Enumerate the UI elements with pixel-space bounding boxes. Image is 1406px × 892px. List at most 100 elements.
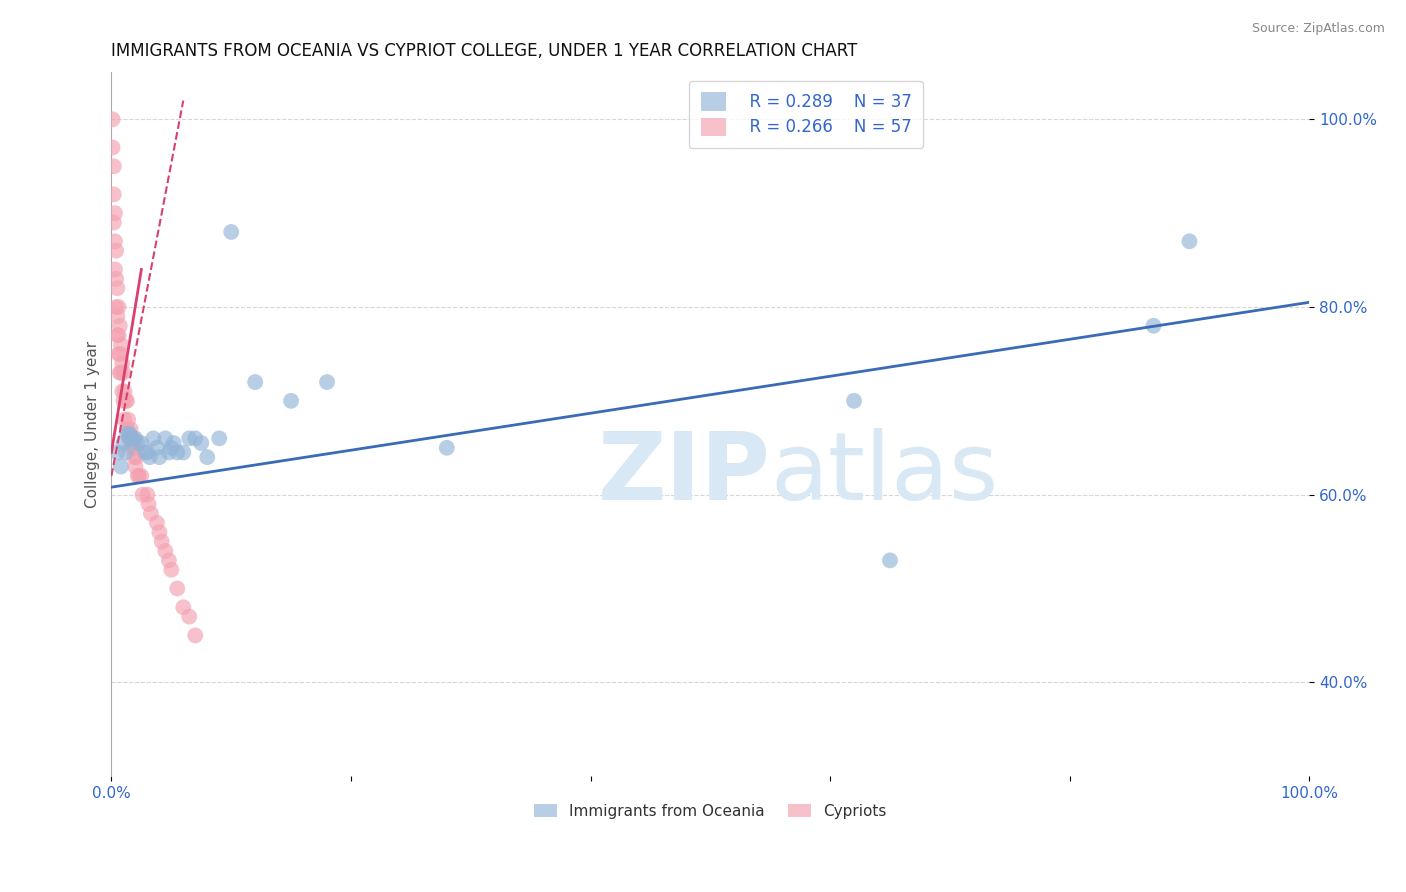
Point [107, 328, 129, 343]
Y-axis label: College, Under 1 year: College, Under 1 year [86, 341, 100, 508]
Point [134, 445, 156, 459]
Point [111, 384, 134, 399]
Point [115, 393, 138, 408]
Point [879, 553, 901, 567]
Text: ZIP: ZIP [598, 427, 770, 519]
Point [142, 431, 165, 445]
Point [148, 525, 170, 540]
Point [155, 544, 177, 558]
Point [117, 412, 139, 426]
Point [111, 356, 134, 370]
Point [184, 628, 207, 642]
Point [124, 459, 146, 474]
Point [157, 445, 180, 459]
Point [112, 393, 135, 408]
Point [146, 516, 169, 530]
Point [179, 431, 201, 445]
Point [190, 436, 212, 450]
Point [1142, 318, 1164, 333]
Point [842, 393, 865, 408]
Point [163, 436, 186, 450]
Point [122, 450, 145, 464]
Text: atlas: atlas [770, 427, 998, 519]
Point [105, 445, 128, 459]
Point [103, 187, 125, 202]
Text: IMMIGRANTS FROM OCEANIA VS CYPRIOT COLLEGE, UNDER 1 YEAR CORRELATION CHART: IMMIGRANTS FROM OCEANIA VS CYPRIOT COLLE… [111, 42, 858, 60]
Point [105, 281, 128, 295]
Point [136, 445, 159, 459]
Point [118, 431, 141, 445]
Text: Source: ZipAtlas.com: Source: ZipAtlas.com [1251, 22, 1385, 36]
Point [107, 300, 129, 314]
Point [166, 445, 188, 459]
Point [127, 469, 149, 483]
Point [157, 553, 180, 567]
Point [155, 431, 177, 445]
Point [139, 450, 162, 464]
Point [138, 497, 160, 511]
Point [125, 450, 148, 464]
Point [160, 563, 183, 577]
Point [105, 300, 128, 314]
Point [115, 422, 138, 436]
Point [105, 310, 128, 324]
Point [114, 445, 136, 459]
Point [172, 600, 194, 615]
Point [108, 366, 131, 380]
Legend: Immigrants from Oceania, Cypriots: Immigrants from Oceania, Cypriots [529, 797, 893, 825]
Point [124, 441, 146, 455]
Point [131, 469, 153, 483]
Point [124, 431, 146, 445]
Point [114, 384, 136, 399]
Point [118, 426, 141, 441]
Point [101, 140, 124, 154]
Point [148, 450, 170, 464]
Point [110, 337, 132, 351]
Point [150, 534, 173, 549]
Point [114, 393, 136, 408]
Point [208, 431, 231, 445]
Point [280, 393, 302, 408]
Point [316, 375, 339, 389]
Point [103, 216, 125, 230]
Point [136, 488, 159, 502]
Point [108, 347, 131, 361]
Point [131, 436, 153, 450]
Point [104, 235, 127, 249]
Point [146, 441, 169, 455]
Point [160, 441, 183, 455]
Point [105, 272, 128, 286]
Point [122, 431, 145, 445]
Point [108, 318, 131, 333]
Point [110, 459, 132, 474]
Point [110, 366, 132, 380]
Point [172, 445, 194, 459]
Point [104, 262, 127, 277]
Point [115, 426, 138, 441]
Point [166, 582, 188, 596]
Point [179, 609, 201, 624]
Point [122, 431, 145, 445]
Point [118, 431, 141, 445]
Point [103, 159, 125, 173]
Point [184, 431, 207, 445]
Point [1178, 235, 1201, 249]
Point [114, 412, 136, 426]
Point [436, 441, 458, 455]
Point [105, 244, 128, 258]
Point [219, 225, 242, 239]
Point [120, 422, 142, 436]
Point [195, 450, 218, 464]
Point [112, 366, 135, 380]
Point [139, 507, 162, 521]
Point [127, 436, 149, 450]
Point [243, 375, 266, 389]
Point [104, 206, 127, 220]
Point [121, 441, 143, 455]
Point [131, 488, 153, 502]
Point [105, 328, 128, 343]
Point [101, 112, 124, 127]
Point [128, 469, 150, 483]
Point [107, 347, 129, 361]
Point [112, 436, 135, 450]
